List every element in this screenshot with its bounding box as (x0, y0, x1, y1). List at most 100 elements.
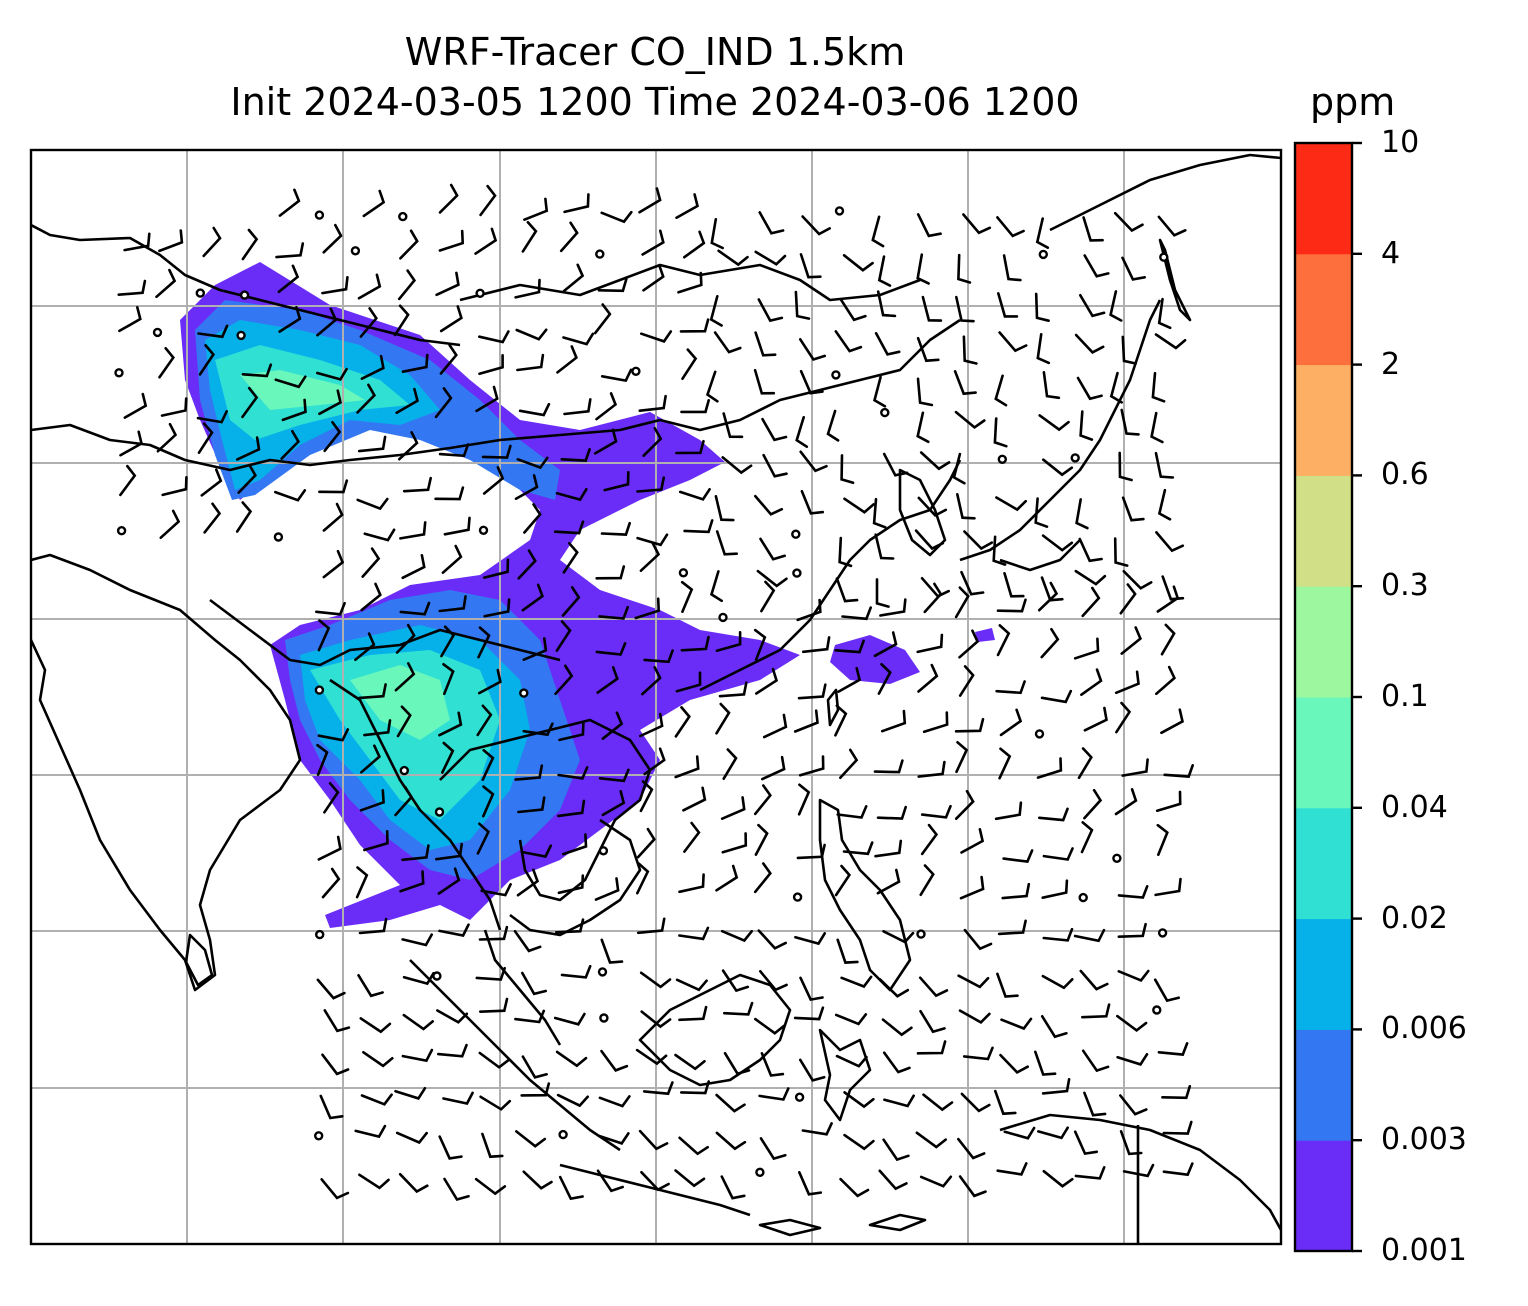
wind-barb (643, 649, 674, 664)
wind-barb (715, 702, 731, 735)
wind-barb (360, 744, 381, 774)
wind-barb (438, 923, 470, 937)
wind-barb (1121, 496, 1145, 522)
wind-barb (401, 554, 426, 580)
wind-barb (957, 974, 990, 989)
wind-barb (196, 410, 228, 424)
wind-barb (1114, 788, 1138, 816)
wind-barb (360, 1093, 393, 1106)
wind-barb (793, 709, 819, 733)
wind-barb (443, 516, 471, 536)
wind-barb (1036, 757, 1063, 779)
wind-barb (321, 867, 341, 899)
wind-barb (557, 799, 586, 818)
wind-barb (919, 1175, 953, 1188)
wind-barb (600, 521, 631, 536)
wind-barb (996, 598, 1027, 613)
wind-barb (842, 254, 874, 272)
wind-barb (960, 1092, 991, 1113)
wind-barb (117, 279, 147, 296)
wind-barb (598, 1095, 631, 1108)
wind-barb (679, 318, 710, 333)
wind-barb (555, 1050, 588, 1068)
wind-barb (362, 189, 386, 218)
calm-marker (315, 929, 325, 940)
wind-barb (678, 1005, 708, 1022)
colorbar (1295, 143, 1352, 1252)
wind-barb (356, 383, 377, 414)
wind-barb (954, 586, 970, 619)
colorbar-tick-label: 10 (1381, 125, 1420, 160)
wind-barb (1034, 1050, 1057, 1076)
wind-barb (1041, 534, 1074, 552)
wind-barb (1034, 497, 1049, 528)
wind-barb (1000, 1017, 1033, 1031)
wind-barb (521, 1055, 548, 1079)
wind-barb (639, 542, 661, 572)
wind-barb (563, 398, 592, 416)
wind-barb (835, 577, 859, 603)
wind-barb (1161, 1085, 1192, 1100)
wind-barb (197, 422, 214, 454)
colorbar-tick-label: 0.04 (1381, 789, 1448, 825)
wind-barb (1042, 847, 1074, 861)
wind-barb (322, 549, 345, 579)
wind-barb (872, 497, 887, 529)
wind-barb (198, 344, 216, 376)
wind-barb (753, 628, 767, 661)
wind-barb (597, 278, 628, 293)
wind-barb (443, 1177, 470, 1202)
wind-barb (639, 780, 654, 813)
wind-barb (601, 790, 626, 817)
wind-barb (438, 183, 459, 214)
wind-barb (920, 804, 952, 819)
wind-barb (441, 741, 455, 774)
wind-barb (1154, 877, 1182, 897)
wind-barb (675, 671, 702, 693)
wind-barb (871, 215, 885, 248)
wind-barb (1001, 882, 1031, 900)
wind-barb (399, 870, 425, 893)
colorbar-tick-label: 4 (1381, 235, 1401, 271)
wind-barb (720, 929, 753, 943)
wind-barb (156, 422, 178, 453)
wind-barb (1041, 879, 1069, 899)
wind-barb (316, 978, 346, 1000)
wind-barb (836, 938, 859, 964)
wind-barb (394, 662, 416, 692)
wind-barb (398, 1172, 429, 1194)
wind-barb (997, 292, 1019, 318)
calm-marker (195, 288, 206, 298)
wind-barb (359, 789, 385, 812)
wind-barb (438, 229, 465, 252)
wind-barb (639, 971, 672, 989)
wind-barb (518, 402, 551, 417)
calm-wind-markers (114, 206, 1169, 1178)
calm-marker (152, 327, 163, 338)
calm-marker (478, 525, 489, 535)
wind-barb (801, 215, 831, 236)
wind-barb (481, 444, 512, 459)
wind-barb (322, 223, 343, 254)
wind-barb (1162, 1120, 1193, 1135)
wind-barb (1117, 922, 1147, 938)
colorbar-segment (1295, 364, 1352, 476)
wind-barb (715, 1093, 746, 1113)
wind-barb (434, 486, 465, 501)
wind-barb (920, 823, 939, 856)
wind-barb (1042, 458, 1074, 477)
wind-barb (521, 971, 547, 996)
wind-barb (918, 976, 949, 998)
wind-barb (1080, 821, 1094, 854)
wind-barb (996, 1162, 1028, 1176)
wind-barb (1073, 637, 1100, 660)
wind-barb (755, 667, 779, 695)
wind-barb (958, 1009, 991, 1025)
wind-barb (674, 706, 691, 738)
wind-barb (1037, 1126, 1069, 1140)
wind-barb (595, 642, 627, 656)
wind-barb (401, 353, 429, 373)
wind-barb (1119, 583, 1137, 615)
wind-barb (357, 273, 382, 300)
wind-barb (715, 530, 738, 556)
